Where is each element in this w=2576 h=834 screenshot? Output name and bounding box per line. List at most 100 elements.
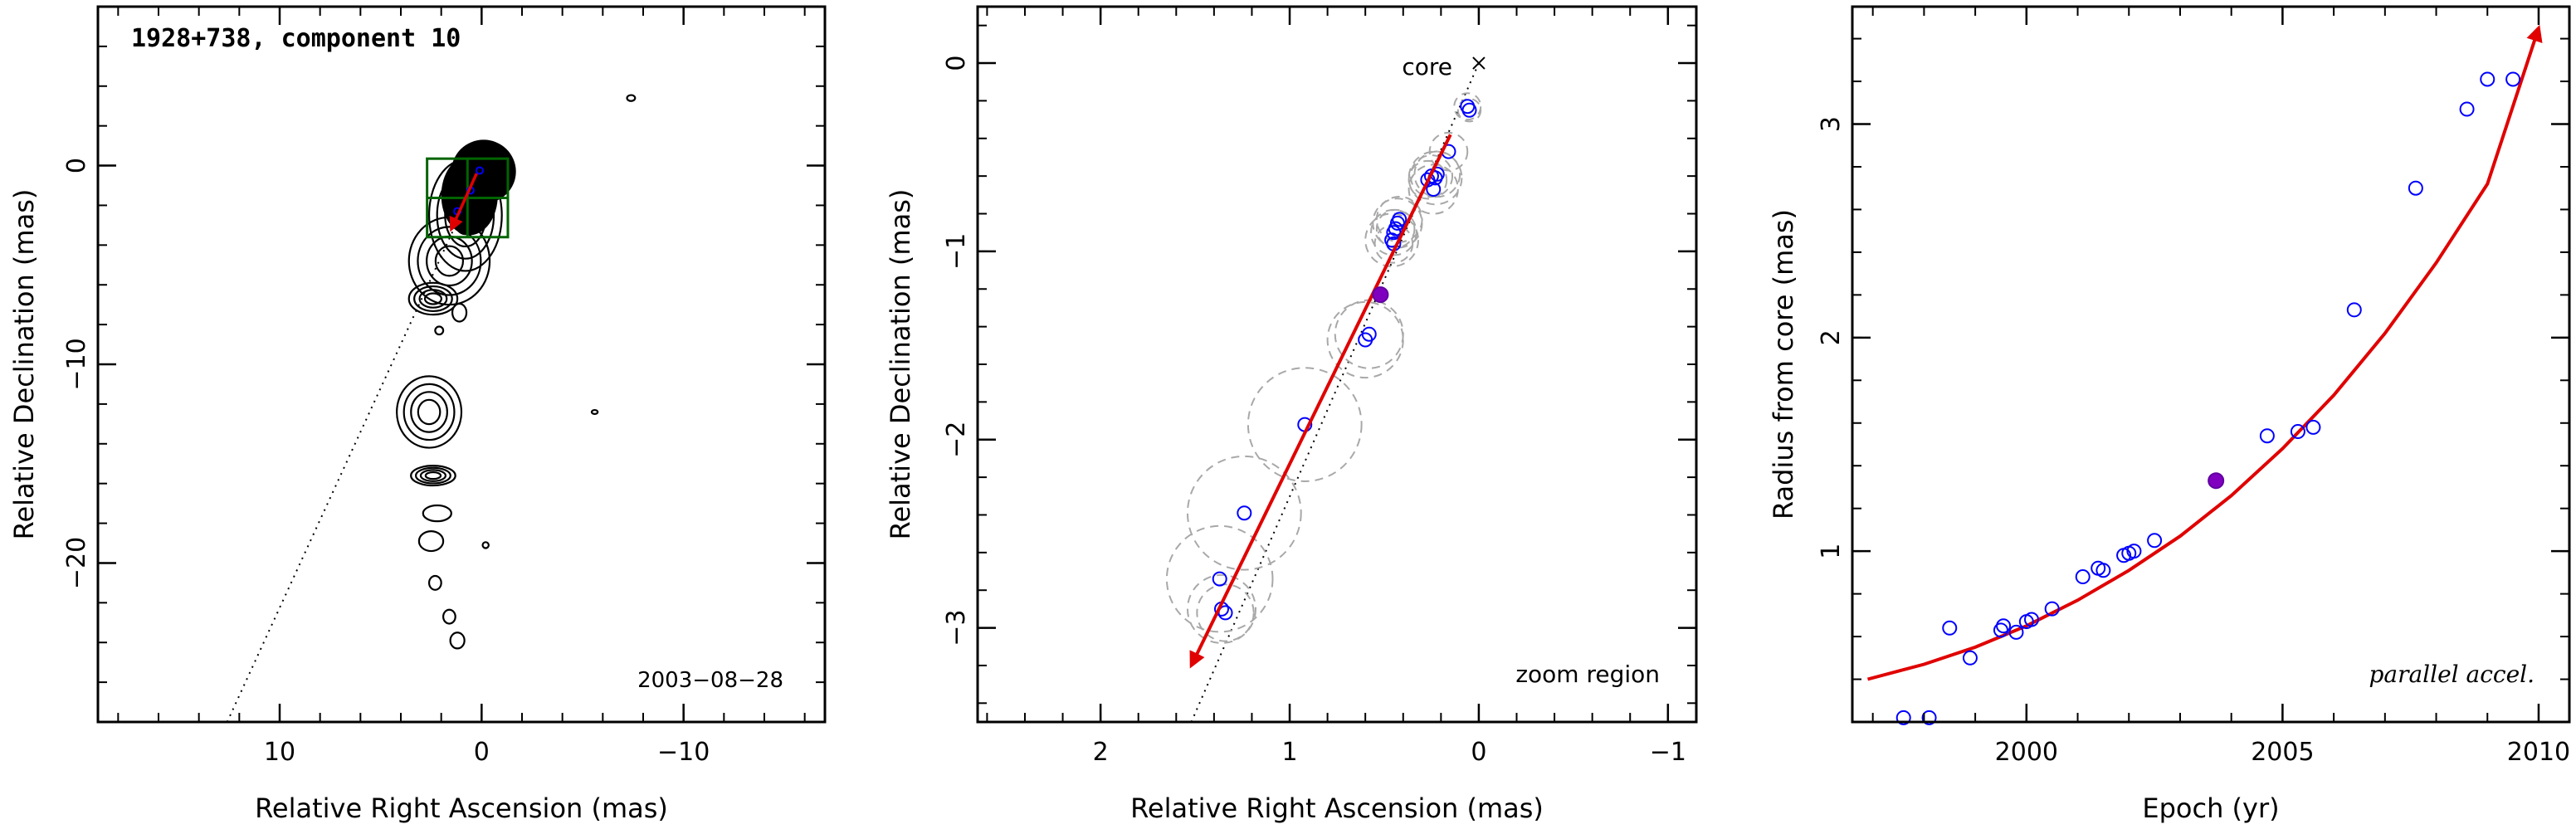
component-size-circle [1408, 159, 1448, 200]
contour-level [422, 504, 452, 523]
zoom-panel: 2 1 0 −1 0 −1 −2 −3 core zoom region Relative R… [885, 5, 1698, 824]
contour-x-tick-label: 0 [474, 738, 490, 767]
contour-level [413, 285, 453, 313]
contour-level [417, 226, 482, 296]
radius-data-point [2305, 419, 2321, 435]
velocity-arrow [1189, 134, 1452, 669]
radius-data-point [2459, 101, 2475, 117]
contour-y-axis-label: Relative Declination (mas) [8, 189, 40, 540]
contour-title: 1928+738, component 10 [131, 24, 461, 53]
radius-data-point [2095, 563, 2111, 578]
component-size-circle [1364, 212, 1419, 268]
radius-x-tick-label: 2005 [2251, 738, 2314, 767]
contour-x-tick-label: −10 [657, 738, 710, 767]
component-size-circle [1408, 150, 1463, 206]
contour-level [410, 465, 456, 487]
zoom-x-tick-label: 2 [1093, 738, 1109, 767]
radius-y-tick-label: 3 [1817, 116, 1846, 132]
component-size-circle [1247, 367, 1363, 482]
contour-x-axis-label: Relative Right Ascension (mas) [255, 793, 668, 824]
contour-level [449, 632, 466, 650]
contour-level [434, 325, 445, 336]
radius-y-axis-label: Radius from core (mas) [1768, 209, 1799, 519]
radius-plot-area [1866, 24, 2543, 725]
core-contour-fill [441, 155, 498, 236]
radius-y-tick-label: 2 [1817, 329, 1846, 345]
radius-data-point [2126, 544, 2142, 559]
contour-level [410, 391, 448, 433]
contour-level [407, 281, 459, 316]
contour-level [402, 383, 456, 441]
radius-data-point [1895, 710, 1911, 725]
contour-y-tick-label: 0 [62, 158, 91, 173]
zoom-plot-area [1165, 56, 1486, 723]
contour-level [414, 466, 451, 485]
contour-level [419, 469, 447, 482]
radius-data-point [1942, 620, 1958, 636]
radius-data-point [2480, 71, 2496, 87]
zoom-y-axis-label: Relative Declination (mas) [885, 189, 916, 540]
radius-corner-label: parallel accel. [2369, 661, 2535, 688]
component-size-circle [1165, 524, 1274, 633]
contour-x-tick-label: 10 [264, 738, 295, 767]
radius-data-point [2075, 569, 2091, 585]
radius-data-point [2505, 71, 2521, 87]
zoom-y-tick-label: −1 [942, 233, 971, 270]
contour-date-label: 2003−08−28 [637, 668, 783, 693]
radius-plot-frame [1851, 5, 2571, 724]
radius-data-point [2044, 601, 2060, 617]
component-position-marker [1426, 182, 1442, 198]
component-position-marker [1237, 505, 1252, 521]
zoom-y-tick-label: −2 [942, 422, 971, 458]
contour-level [396, 375, 463, 449]
contour-plot-frame [96, 5, 827, 724]
radius-data-point [2408, 180, 2423, 196]
radius-data-point [2024, 612, 2039, 627]
component-size-circle [1372, 198, 1423, 249]
contour-level [423, 292, 442, 305]
zoom-x-tick-label: 0 [1471, 738, 1486, 767]
zoom-x-tick-label: −1 [1650, 738, 1686, 767]
radius-x-tick-label: 2000 [1995, 738, 2058, 767]
radius-data-point [2290, 424, 2305, 440]
contour-axis-ticks: 10 0 −10 0 −10 −20 [62, 6, 825, 767]
velocity-arrow [449, 173, 478, 232]
contour-level [481, 541, 490, 549]
component-size-circle [1186, 455, 1302, 571]
contour-level [417, 398, 442, 426]
contour-level [626, 94, 637, 102]
component-marker [475, 166, 484, 175]
contour-y-tick-label: −10 [62, 338, 91, 390]
component-size-circle [1453, 92, 1482, 121]
component-size-circle [1409, 154, 1454, 198]
component-size-circle [1196, 583, 1255, 642]
contour-level [427, 574, 442, 591]
radius-y-tick-label: 1 [1817, 544, 1846, 559]
component-size-circle [1456, 98, 1482, 123]
component-size-circle [1326, 300, 1404, 379]
contour-level [424, 471, 442, 480]
component-size-circle [1373, 224, 1414, 264]
contour-level [434, 245, 465, 277]
radius-data-point [2259, 428, 2275, 444]
contour-y-tick-label: −20 [62, 537, 91, 589]
radius-data-point [2346, 302, 2362, 318]
zoom-region-label: zoom region [1515, 661, 1660, 688]
component-size-circle [1186, 573, 1257, 644]
reference-epoch-point [2208, 472, 2225, 490]
zoom-core-label: core [1402, 53, 1452, 80]
radius-data-point [1962, 650, 1978, 666]
radius-panel: 2000 2005 2010 1 2 3 parallel accel. Epoch (y… [1768, 5, 2571, 824]
radius-data-point [1996, 618, 2012, 634]
component-position-marker [1358, 332, 1373, 348]
acceleration-fit-curve [1866, 24, 2543, 681]
radius-data-point [2147, 533, 2163, 549]
contour-level [426, 235, 473, 287]
radius-x-tick-label: 2010 [2507, 738, 2570, 767]
reference-epoch-point [1372, 286, 1389, 304]
zoom-x-tick-label: 1 [1281, 738, 1297, 767]
core-marker [1472, 56, 1486, 70]
radius-data-point [1921, 710, 1937, 725]
contour-level [451, 302, 468, 323]
